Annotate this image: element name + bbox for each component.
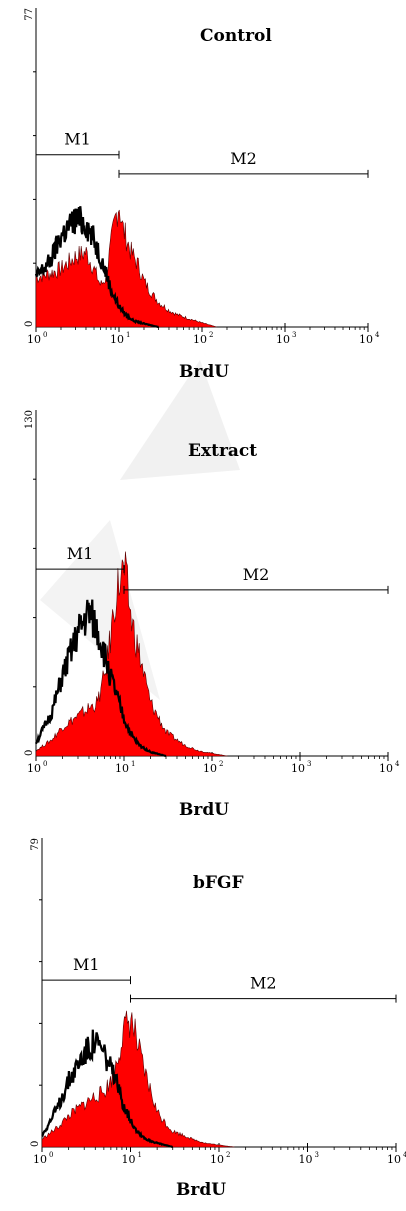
x-tick-label: 10 [27, 333, 41, 346]
x-tick-label: 10 [27, 762, 41, 775]
x-tick-exponent: 0 [49, 1151, 53, 1159]
x-tick-exponent: 2 [209, 331, 213, 339]
marker-label-m1: M1 [67, 544, 94, 563]
x-tick-label: 10 [122, 1153, 136, 1166]
x-axis-label: BrdU [179, 800, 230, 820]
x-tick-label: 10 [110, 333, 124, 346]
x-tick-exponent: 4 [403, 1151, 406, 1159]
histogram-filled-series [41, 1010, 235, 1148]
x-axis-label: BrdU [179, 362, 230, 382]
chart-panel-bfgf: 0 79 10 0 10 1 10 2 10 3 10 4 M1 M2 bFGF BrdU [0, 830, 406, 1211]
y-tick-label: 79 [30, 838, 41, 851]
x-tick-exponent: 0 [43, 760, 47, 768]
x-tick-label: 10 [193, 333, 207, 346]
x-tick-label: 10 [203, 762, 217, 775]
x-tick-exponent: 2 [219, 760, 223, 768]
x-tick-exponent: 4 [375, 331, 380, 339]
chart-panel-extract: 0 130 10 0 10 1 10 2 10 3 10 4 M1 M2 Extract BrdU [0, 400, 406, 820]
x-tick-exponent: 0 [43, 331, 47, 339]
x-tick-label: 10 [291, 762, 305, 775]
x-tick-exponent: 4 [395, 760, 400, 768]
chart-title: Control [200, 26, 272, 46]
y-tick-label: 0 [30, 1141, 41, 1147]
x-tick-label: 10 [299, 1153, 313, 1166]
marker-label-m2: M2 [230, 149, 257, 168]
x-tick-label: 10 [276, 333, 290, 346]
x-tick-exponent: 3 [307, 760, 311, 768]
histogram-filled-series [35, 551, 228, 757]
x-tick-label: 10 [33, 1153, 47, 1166]
y-tick-label: 0 [24, 321, 35, 327]
histogram-filled-series [35, 209, 217, 328]
x-tick-label: 10 [379, 762, 393, 775]
marker-label-m1: M1 [64, 130, 91, 149]
marker-label-m2: M2 [250, 974, 277, 993]
x-tick-exponent: 1 [126, 331, 130, 339]
y-tick-label: 77 [24, 8, 35, 21]
x-tick-label: 10 [210, 1153, 224, 1166]
histogram-outline-series [34, 599, 167, 758]
x-tick-label: 10 [387, 1153, 401, 1166]
x-tick-exponent: 3 [292, 331, 296, 339]
x-tick-label: 10 [359, 333, 373, 346]
x-tick-exponent: 2 [226, 1151, 230, 1159]
histogram-outline-series [41, 1029, 174, 1149]
y-tick-label: 130 [24, 410, 35, 429]
chart-title: bFGF [193, 873, 244, 893]
marker-label-m1: M1 [73, 955, 100, 974]
x-tick-exponent: 1 [138, 1151, 142, 1159]
marker-label-m2: M2 [243, 565, 270, 584]
x-tick-exponent: 1 [131, 760, 135, 768]
x-axis-label: BrdU [176, 1180, 227, 1200]
histogram-outline-series [34, 206, 159, 329]
chart-panel-control: 0 77 10 0 10 1 10 2 10 3 10 4 M1 M2 Control BrdU [0, 0, 406, 400]
y-tick-label: 0 [24, 750, 35, 756]
chart-title: Extract [188, 441, 258, 461]
x-tick-exponent: 3 [315, 1151, 319, 1159]
x-tick-label: 10 [115, 762, 129, 775]
